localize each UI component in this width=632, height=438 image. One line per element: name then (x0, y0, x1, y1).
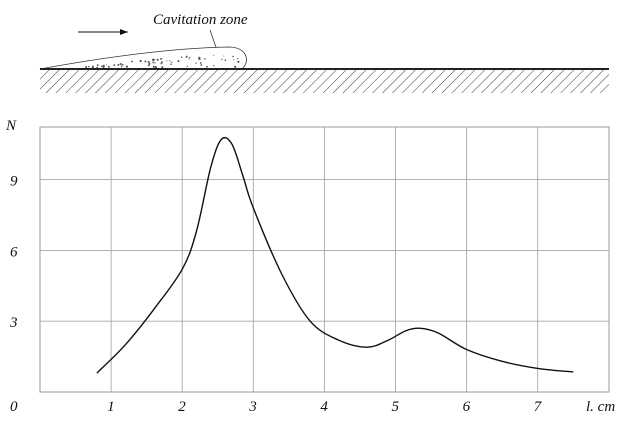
bubble-dot (85, 66, 88, 69)
bubble-dot (131, 60, 134, 63)
bubble-dot (152, 61, 154, 64)
cavitation-zone-shape (39, 46, 247, 70)
x-tick-label: 7 (534, 399, 543, 415)
bubble-dot (87, 65, 90, 68)
bubble-dot (119, 63, 122, 66)
bubble-dot (237, 61, 240, 63)
bubble-dot (113, 64, 116, 67)
cavitation-zone-label: Cavitation zone (153, 12, 248, 28)
x-tick-label: 6 (463, 399, 471, 415)
bubble-dot (147, 60, 150, 64)
bubble-dot (213, 65, 215, 67)
bubble-dot (221, 58, 223, 61)
bubble-dot (198, 57, 201, 61)
x-tick-label: 1 (107, 399, 115, 415)
bubble-dot (171, 61, 173, 64)
bubble-dot (189, 56, 191, 59)
bubble-dot (188, 58, 190, 60)
bubble-dot (170, 63, 172, 65)
bubble-dot (148, 62, 151, 65)
bubble-dot (152, 65, 155, 68)
bubble-dot (213, 54, 215, 56)
bubble-dot (160, 61, 163, 64)
cavitation-bubbles (85, 54, 240, 69)
chart: 0 1 2 3 4 5 6 7 3 6 9 N l. cm (5, 118, 615, 415)
bubble-dot (237, 57, 239, 60)
bubble-dot (234, 65, 237, 68)
cavitation-leader-line (209, 29, 218, 51)
schematic: Cavitation zone (39, 12, 609, 93)
bubble-dot (121, 66, 123, 68)
grid (40, 127, 609, 392)
bubble-dot (206, 65, 208, 68)
bubble-dot (156, 58, 159, 61)
bubble-dot (101, 65, 103, 67)
x-tick-label: 4 (320, 399, 328, 415)
bubble-dot (180, 56, 183, 58)
y-tick-label: 3 (9, 315, 18, 331)
bubble-dot (185, 56, 187, 58)
bubble-dot (117, 63, 120, 66)
bubble-dot (159, 58, 162, 60)
bubble-dot (154, 62, 156, 64)
flow-arrow-head (120, 29, 128, 35)
bubble-dot (233, 59, 235, 61)
bubble-dot (102, 64, 105, 68)
bubble-dot (97, 64, 99, 66)
bubble-dot (232, 55, 234, 58)
bubble-dot (139, 59, 142, 63)
bubble-dot (125, 65, 128, 68)
bubble-dot (152, 58, 155, 61)
bubble-dot (224, 59, 227, 61)
bubble-dot (195, 62, 197, 64)
x-tick-label: 0 (10, 399, 18, 415)
bubble-dot (92, 65, 94, 68)
surface-hatching (40, 70, 609, 93)
bubble-dot (223, 55, 225, 57)
x-tick-label: 3 (248, 399, 256, 415)
bubble-dot (121, 63, 124, 66)
y-tick-label: 9 (10, 174, 18, 190)
series-line (96, 136, 574, 374)
bubble-dot (204, 57, 206, 60)
x-tick-label: 5 (392, 399, 400, 415)
bubble-dot (169, 60, 171, 62)
x-axis-label: l. cm (586, 399, 615, 415)
bubble-dot (177, 60, 180, 63)
y-axis-label: N (5, 118, 17, 134)
plot-frame (39, 126, 610, 393)
x-tick-label: 2 (178, 399, 186, 415)
bubble-dot (107, 65, 110, 68)
bubble-dot (161, 66, 164, 69)
bubble-dot (199, 62, 202, 64)
y-tick-label: 6 (10, 244, 18, 260)
bubble-dot (144, 60, 147, 63)
bubble-dot (105, 64, 107, 66)
bubble-dot (147, 64, 150, 67)
bubble-dot (186, 65, 188, 68)
bubble-dot (200, 64, 203, 66)
bubble-dot (166, 60, 168, 62)
tick-labels: 0 1 2 3 4 5 6 7 3 6 9 (9, 174, 543, 415)
